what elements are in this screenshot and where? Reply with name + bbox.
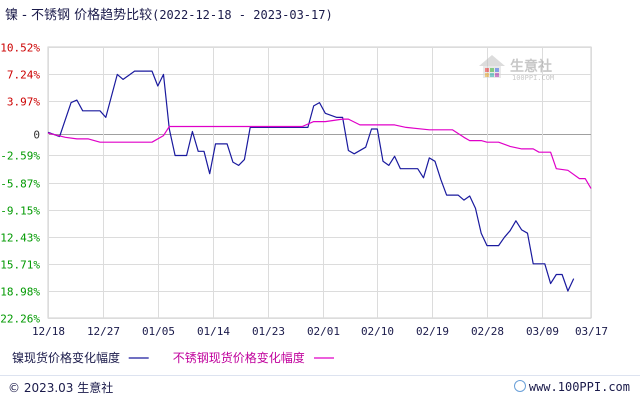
x-tick-label: 02/01 (307, 325, 340, 338)
footer: © 2023.03 生意社 www.100PPI.com (0, 375, 640, 400)
y-tick-label: 3.97% (7, 96, 40, 109)
x-tick-label: 02/19 (416, 325, 449, 338)
globe-icon (513, 380, 526, 392)
y-tick-label: 10.52% (0, 42, 40, 55)
nickel-series-line (47, 70, 575, 292)
legend: 镍现货价格变化幅度 不锈钢现货价格变化幅度 (12, 350, 334, 365)
y-tick-label: -22.26% (0, 313, 40, 326)
x-tick-label: 01/14 (197, 325, 230, 338)
x-tick-label: 02/10 (361, 325, 394, 338)
x-tick-label: 01/23 (252, 325, 285, 338)
axis-layer: 10.52% 7.24% 3.97% 0 -2.59% -5.87% -9.15% -12.4… (0, 42, 608, 339)
chart-svg: 10.52% 7.24% 3.97% 0 -2.59% -5.87% -9.15% -12.4… (0, 42, 608, 366)
y-tick-label: 0 (33, 129, 40, 142)
watermark-site: 100PPI.COM (512, 74, 555, 82)
x-tick-label: 12/27 (87, 325, 120, 338)
stainless-series-line (47, 118, 592, 189)
grid-layer (47, 46, 592, 319)
title-text: 镍 - 不锈钢 价格趋势比较 (5, 8, 153, 23)
x-tick-label: 01/05 (142, 325, 175, 338)
footer-site: www.100PPI.com (513, 380, 630, 394)
y-tick-label: -9.15% (0, 205, 40, 218)
watermark-logo-icon (479, 55, 505, 78)
x-tick-label: 12/18 (32, 325, 65, 338)
y-tick-label: -18.98% (0, 286, 40, 299)
watermark-name: 生意社 (510, 59, 552, 75)
footer-divider (0, 375, 640, 376)
x-tick-label: 02/28 (471, 325, 504, 338)
x-tick-label: 03/09 (526, 325, 559, 338)
y-tick-label: 7.24% (7, 69, 40, 82)
date-range: (2022-12-18 - 2023-03-17) (152, 8, 333, 22)
legend-label-nickel: 镍现货价格变化幅度 (12, 350, 120, 365)
y-tick-label: -15.71% (0, 259, 40, 272)
footer-copyright: © 2023.03 生意社 (8, 381, 114, 395)
y-tick-label: -5.87% (0, 178, 40, 191)
y-tick-label: -12.43% (0, 232, 40, 245)
series-layer (47, 70, 592, 292)
footer-site-text: www.100PPI.com (528, 380, 630, 394)
watermark: 生意社 100PPI.COM (478, 54, 578, 84)
x-tick-label: 03/17 (575, 325, 608, 338)
y-tick-label: -2.59% (0, 150, 40, 163)
plot-frame (47, 46, 592, 319)
chart-title: 镍 - 不锈钢 价格趋势比较(2022-12-18 - 2023-03-17) (5, 4, 333, 23)
legend-label-stainless: 不锈钢现货价格变化幅度 (173, 350, 305, 365)
